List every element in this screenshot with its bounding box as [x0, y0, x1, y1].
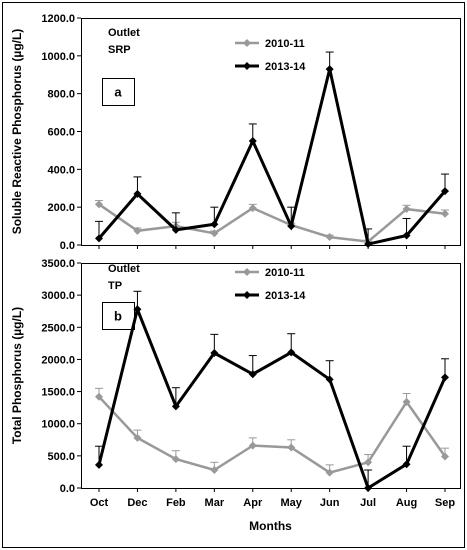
- panel-parameter-label: SRP: [108, 44, 131, 56]
- data-point: [287, 443, 296, 452]
- data-point: [402, 460, 411, 469]
- data-point: [287, 348, 296, 357]
- x-axis-title: Months: [249, 519, 292, 533]
- data-point: [133, 189, 142, 198]
- y-axis-title: Total Phosphorus (µg/L): [10, 307, 24, 444]
- panel-b: 0.0 500.0 1000.0 1500.0 2000.0 2500.0 3000.0 35…: [10, 258, 461, 533]
- x-tick-label: Jun: [320, 497, 340, 509]
- y-tick-label: 1000.0: [41, 51, 75, 63]
- data-point: [171, 402, 180, 411]
- series-line: [98, 395, 447, 474]
- data-point: [248, 136, 257, 145]
- panel-location-label: Outlet: [108, 27, 140, 39]
- data-point: [364, 458, 373, 467]
- y-tick-label: 500.0: [47, 451, 75, 463]
- panel-letter: a: [114, 85, 122, 100]
- panel-letter-box: [102, 78, 135, 106]
- data-point: [210, 220, 219, 229]
- y-axis-title: Soluble Reactive Phosphorus (µg/L): [10, 29, 24, 235]
- data-point: [210, 229, 219, 238]
- legend-label: 2013-14: [265, 61, 306, 73]
- data-point: [441, 373, 449, 382]
- legend-swatch-marker: [243, 39, 251, 47]
- legend-swatch-marker: [243, 268, 251, 276]
- y-tick-label: 800.0: [47, 89, 75, 101]
- data-point: [95, 200, 103, 209]
- legend-swatch-marker: [243, 291, 251, 299]
- data-point: [325, 233, 334, 242]
- series-line: [98, 203, 446, 243]
- x-tick-label: Apr: [243, 497, 263, 509]
- data-point: [441, 187, 449, 196]
- x-tick-label: Jul: [360, 497, 376, 509]
- y-tick-label: 0.0: [60, 240, 75, 252]
- y-tick-label: 3500.0: [41, 258, 75, 270]
- data-point: [133, 226, 142, 235]
- y-tick-label: 1500.0: [41, 387, 75, 399]
- legend-label: 2010-11: [265, 267, 305, 279]
- legend-swatch-marker: [243, 62, 251, 70]
- series-line: [97, 68, 447, 246]
- data-point: [248, 204, 257, 213]
- data-point: [171, 225, 180, 234]
- data-point: [325, 375, 334, 384]
- data-point: [364, 240, 373, 249]
- data-point: [95, 234, 103, 243]
- y-tick-label: 200.0: [47, 202, 75, 214]
- data-point: [402, 231, 411, 240]
- panel-letter-box: [102, 302, 135, 330]
- panel-letter: b: [114, 309, 122, 324]
- x-tick-label: Feb: [166, 497, 186, 509]
- x-tick-label: Dec: [127, 497, 147, 509]
- panel-a: 0.0 200.0 400.0 600.0 800.0 1000.0 1200.0 Solub…: [10, 13, 461, 252]
- data-point: [287, 222, 296, 231]
- data-point: [95, 392, 103, 401]
- data-point: [171, 455, 180, 464]
- x-tick-label: Sep: [435, 497, 455, 509]
- y-tick-label: 1200.0: [41, 13, 75, 25]
- legend-label: 2013-14: [265, 290, 306, 302]
- data-point: [95, 460, 103, 469]
- data-point: [325, 468, 334, 477]
- data-point: [402, 205, 411, 214]
- data-point: [325, 65, 334, 74]
- y-tick-label: 2000.0: [41, 354, 75, 366]
- data-point: [210, 349, 219, 357]
- data-point: [402, 397, 411, 406]
- x-tick-label: Mar: [205, 497, 225, 509]
- data-point: [248, 370, 257, 379]
- y-tick-label: 0.0: [60, 483, 75, 495]
- data-point: [133, 433, 142, 442]
- data-point: [364, 484, 373, 492]
- x-tick-label: May: [281, 497, 303, 509]
- y-tick-label: 600.0: [47, 127, 75, 139]
- legend-label: 2010-11: [265, 38, 305, 50]
- data-point: [441, 452, 449, 461]
- y-tick-label: 3000.0: [41, 290, 75, 302]
- data-point: [133, 305, 142, 314]
- x-tick-label: Oct: [90, 497, 109, 509]
- panel-parameter-label: TP: [108, 280, 122, 292]
- panel-location-label: Outlet: [108, 263, 140, 275]
- y-tick-label: 2500.0: [41, 322, 75, 334]
- x-tick-label: Aug: [396, 497, 417, 509]
- data-point: [210, 466, 219, 474]
- data-point: [248, 441, 257, 450]
- data-point: [441, 209, 449, 218]
- y-tick-label: 400.0: [47, 164, 75, 176]
- series-line: [97, 304, 447, 491]
- y-tick-label: 1000.0: [41, 419, 75, 431]
